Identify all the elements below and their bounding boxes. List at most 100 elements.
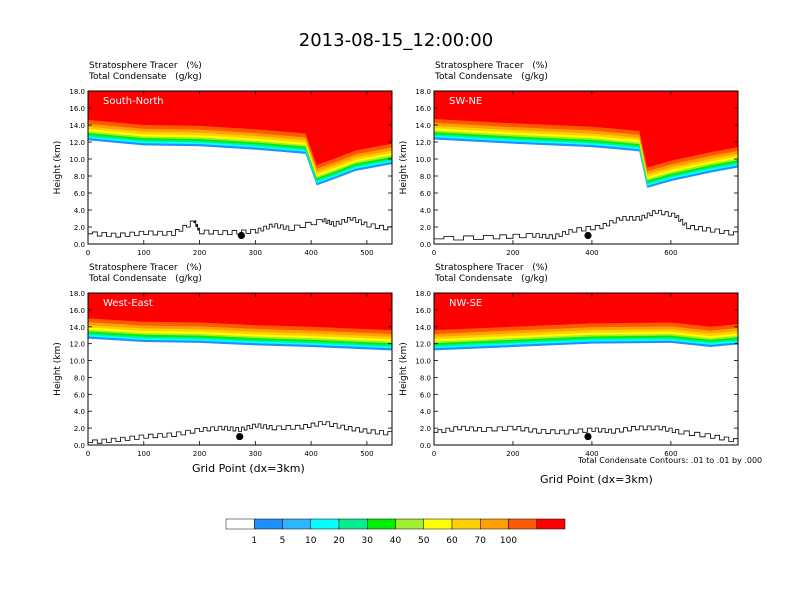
colorbar-swatch <box>480 518 509 530</box>
x-tick-label: 200 <box>193 249 206 257</box>
tracer-band <box>434 293 738 323</box>
x-tick-label: 600 <box>664 249 677 257</box>
panel-subtitle: Stratosphere Tracer (%) Total Condensate… <box>89 263 202 285</box>
y-tick-label: 18.0 <box>69 290 85 298</box>
y-tick-label: 2.0 <box>74 425 85 433</box>
y-tick-label: 10.0 <box>69 358 85 366</box>
x-tick-label: 400 <box>585 450 598 458</box>
shaded-field <box>88 91 392 238</box>
panel-label: South-North <box>103 96 164 107</box>
y-tick-label: 14.0 <box>69 324 85 332</box>
location-marker <box>584 432 592 441</box>
x-tick-label: 400 <box>585 249 598 257</box>
colorbar-swatch <box>423 518 453 530</box>
y-tick-label: 0.0 <box>420 241 431 249</box>
colorbar-swatch <box>254 518 283 530</box>
y-tick-label: 10.0 <box>69 156 85 164</box>
figure-title: 2013-08-15_12:00:00 <box>298 30 494 51</box>
location-marker <box>584 231 592 240</box>
subtitle-line-2: Total Condensate (g/kg) <box>89 274 202 284</box>
x-tick-label: 600 <box>664 450 677 458</box>
colorbar-label: 10 <box>305 536 317 546</box>
y-axis-label: Height (km) <box>53 141 63 195</box>
y-axis-label: Height (km) <box>399 141 409 195</box>
tracer-band <box>88 293 392 323</box>
shaded-field <box>88 293 392 444</box>
y-tick-label: 18.0 <box>69 88 85 96</box>
y-tick-label: 14.0 <box>415 122 431 130</box>
x-tick-label: 400 <box>304 249 317 257</box>
panel-south-north: South-North 0.0 2.0 4.0 6.0 8.0 10.0 12.0 14.0 16… <box>53 88 393 257</box>
colorbar-label: 40 <box>390 536 402 546</box>
y-tick-label: 16.0 <box>415 105 431 113</box>
y-tick-label: 10.0 <box>415 358 431 366</box>
x-tick-label: 200 <box>193 450 206 458</box>
location-marker <box>236 432 244 441</box>
colorbar-swatch <box>282 518 311 530</box>
colorbar-label: 70 <box>475 536 487 546</box>
x-axis-label-west-east: Grid Point (dx=3km) <box>192 462 305 475</box>
colorbar-label: 5 <box>280 536 286 546</box>
y-tick-label: 14.0 <box>69 122 85 130</box>
x-tick-label: 0 <box>432 249 436 257</box>
x-tick-label: 500 <box>360 249 373 257</box>
panel-sw-ne: SW-NE 0.0 2.0 4.0 6.0 8.0 10.0 12.0 14.0 16.0 18.0… <box>399 88 739 257</box>
x-tick-label: 200 <box>506 249 519 257</box>
terrain-line <box>434 209 738 241</box>
panel-label: NW-SE <box>449 298 482 309</box>
y-tick-label: 18.0 <box>415 88 431 96</box>
colorbar-label: 20 <box>333 536 345 546</box>
y-tick-label: 2.0 <box>74 224 85 232</box>
colorbar-swatch <box>508 518 537 530</box>
y-tick-label: 16.0 <box>69 105 85 113</box>
x-tick-label: 400 <box>304 450 317 458</box>
y-tick-label: 2.0 <box>420 425 431 433</box>
x-tick-label: 100 <box>137 450 150 458</box>
y-tick-label: 0.0 <box>74 241 85 249</box>
y-tick-label: 12.0 <box>415 341 431 349</box>
y-tick-label: 8.0 <box>74 173 85 181</box>
y-tick-label: 0.0 <box>74 442 85 450</box>
colorbar-label: 60 <box>446 536 458 546</box>
y-tick-label: 12.0 <box>415 139 431 147</box>
terrain-line <box>88 216 392 238</box>
colorbar-swatch <box>225 518 255 530</box>
colorbar-swatch <box>395 518 424 530</box>
subtitle-line-2: Total Condensate (g/kg) <box>435 274 548 284</box>
y-tick-label: 12.0 <box>69 341 85 349</box>
x-tick-label: 500 <box>360 450 373 458</box>
y-tick-label: 4.0 <box>420 408 431 416</box>
terrain-line <box>434 425 738 444</box>
subtitle-line-1: Stratosphere Tracer (%) <box>435 263 548 273</box>
subtitle-line-1: Stratosphere Tracer (%) <box>435 61 548 71</box>
panel-label: West-East <box>103 298 153 309</box>
contour-footnote: Total Condensate Contours: .01 to .01 by… <box>578 456 763 465</box>
plot-frame <box>87 292 393 446</box>
y-tick-label: 2.0 <box>420 224 431 232</box>
subtitle-line-1: Stratosphere Tracer (%) <box>89 263 202 273</box>
tracer-band <box>88 91 392 158</box>
colorbar-label: 30 <box>362 536 374 546</box>
y-tick-label: 14.0 <box>415 324 431 332</box>
plot-frame <box>433 90 739 245</box>
colorbar: 1 5 10 20 30 40 50 60 70 100 <box>225 518 566 546</box>
shaded-field <box>434 91 738 241</box>
panel-west-east: West-East 0.0 2.0 4.0 6.0 8.0 10.0 12.0 14.0 16.0… <box>53 290 393 458</box>
location-marker <box>237 231 245 240</box>
y-tick-label: 6.0 <box>74 391 85 399</box>
y-tick-label: 8.0 <box>420 173 431 181</box>
terrain-line <box>88 421 392 444</box>
panel-subtitle: Stratosphere Tracer (%) Total Condensate… <box>435 61 548 83</box>
y-tick-label: 4.0 <box>420 207 431 215</box>
colorbar-swatch <box>451 518 481 530</box>
tracer-band <box>434 91 738 160</box>
colorbar-swatch <box>310 518 340 530</box>
y-tick-label: 8.0 <box>74 374 85 382</box>
y-tick-label: 4.0 <box>74 207 85 215</box>
plot-frame <box>87 90 393 245</box>
colorbar-swatch <box>367 518 396 530</box>
plot-frame <box>433 292 739 446</box>
x-tick-label: 300 <box>249 450 262 458</box>
x-tick-label: 0 <box>86 249 90 257</box>
